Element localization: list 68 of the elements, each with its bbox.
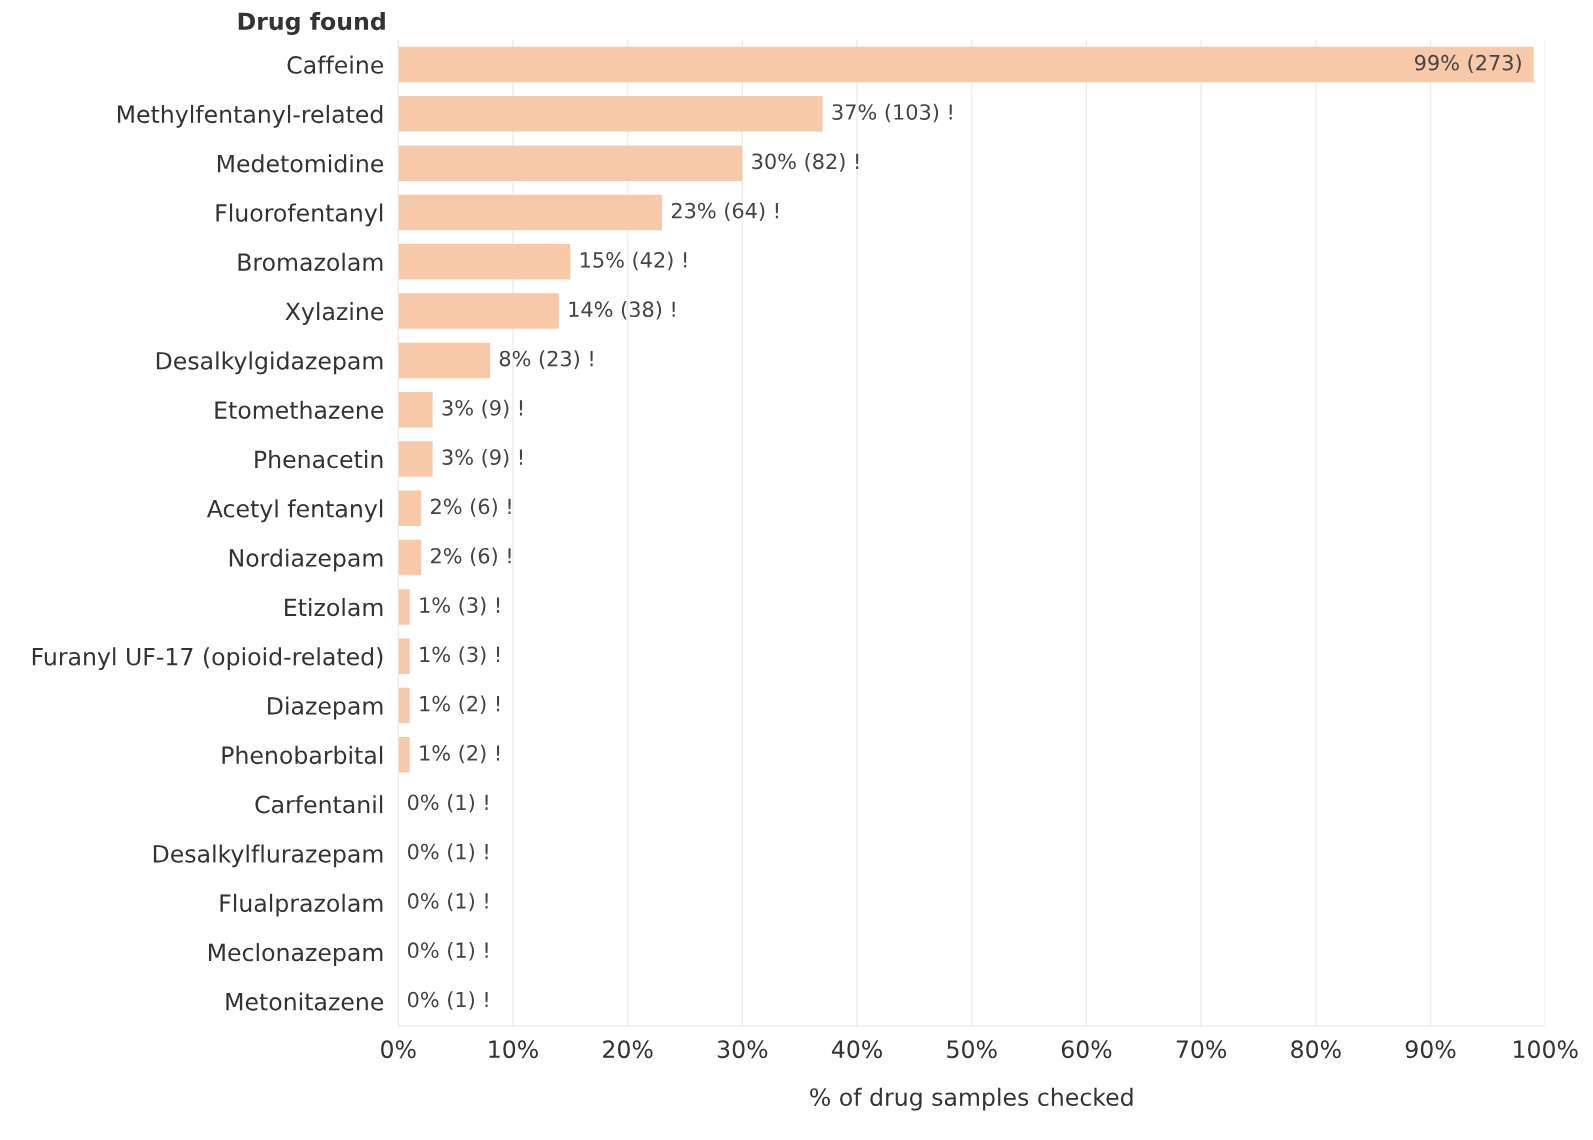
data-label: 14% (38) ! — [569, 301, 675, 320]
data-label: 15% (42) ! — [580, 251, 687, 271]
x-tick-label: 10% — [489, 1040, 538, 1059]
y-tick-label: Caffeine — [287, 55, 384, 74]
x-tick-label: 90% — [1405, 1040, 1456, 1059]
data-label: 0% (1) ! — [407, 794, 488, 813]
x-tick-label: 0% — [381, 1040, 416, 1059]
y-axis-title: Drug found — [238, 11, 385, 35]
y-tick-label: Desalkylgidazepam — [156, 351, 383, 375]
data-label: 0% (1) ! — [407, 843, 488, 862]
data-label: 0% (1) ! — [407, 991, 488, 1010]
data-label: 2% (6) ! — [431, 498, 511, 517]
y-tick-label: Carfentanil — [255, 795, 383, 814]
bar — [398, 293, 559, 329]
data-label: 8% (23) ! — [499, 350, 593, 369]
bar — [398, 687, 410, 724]
data-label: 23% (64) ! — [671, 202, 778, 221]
bar — [398, 342, 491, 379]
y-tick-label: Diazepam — [268, 696, 383, 720]
x-tick-label: 50% — [947, 1040, 997, 1059]
y-tick-label: Nordiazepam — [229, 548, 383, 572]
data-label: 37% (103) ! — [832, 103, 952, 123]
data-label: 0% (1) ! — [407, 941, 488, 961]
x-tick-label: 30% — [717, 1040, 768, 1059]
x-axis-title: % of drug samples checked — [810, 1087, 1133, 1111]
bar — [398, 244, 571, 280]
y-tick-label: Etizolam — [285, 597, 383, 617]
y-tick-label: Meclonazepam — [208, 943, 383, 966]
data-label: 0% (1) ! — [407, 892, 488, 912]
bar — [398, 441, 433, 477]
y-tick-label: Metonitazene — [226, 992, 384, 1011]
y-tick-label: Fluorofentanyl — [216, 203, 383, 227]
bar — [398, 145, 743, 181]
x-tick-label: 80% — [1291, 1040, 1341, 1059]
y-tick-label: Xylazine — [285, 302, 384, 325]
data-label: 3% (9) ! — [442, 448, 523, 468]
data-label: 3% (9) ! — [442, 399, 523, 419]
bar — [398, 46, 1534, 83]
y-tick-label: Furanyl UF-17 (opioid-related) — [32, 647, 383, 671]
data-label: 1% (2) ! — [420, 744, 500, 764]
bar — [398, 490, 422, 527]
data-label: 30% (82) ! — [752, 153, 859, 172]
y-tick-label: Phenobarbital — [222, 745, 383, 765]
y-tick-label: Medetomidine — [217, 154, 384, 173]
y-tick-label: Flualprazolam — [220, 893, 383, 917]
y-tick-label: Methylfentanyl-related — [117, 104, 383, 128]
x-tick-label: 20% — [603, 1040, 653, 1059]
bar — [398, 539, 422, 576]
bar — [398, 638, 410, 674]
data-label: 1% (3) ! — [420, 646, 500, 665]
data-label: 2% (6) ! — [431, 547, 511, 567]
data-label: 99% (273) — [1414, 54, 1521, 74]
bar — [398, 589, 410, 625]
data-label: 1% (3) ! — [420, 596, 500, 616]
x-tick-label: 100% — [1514, 1040, 1578, 1059]
y-tick-label: Bromazolam — [238, 252, 383, 272]
y-tick-label: Desalkylflurazepam — [153, 844, 383, 868]
x-tick-label: 60% — [1061, 1040, 1112, 1059]
y-tick-label: Acetyl fentanyl — [206, 499, 383, 523]
bar — [398, 96, 823, 132]
y-tick-label: Etomethazene — [215, 400, 384, 419]
bar — [398, 391, 433, 428]
x-tick-label: 70% — [1176, 1040, 1227, 1059]
bar — [398, 737, 410, 773]
y-tick-label: Phenacetin — [255, 450, 383, 469]
x-tick-label: 40% — [831, 1040, 882, 1059]
bar — [398, 194, 663, 231]
data-label: 1% (2) ! — [420, 695, 500, 715]
